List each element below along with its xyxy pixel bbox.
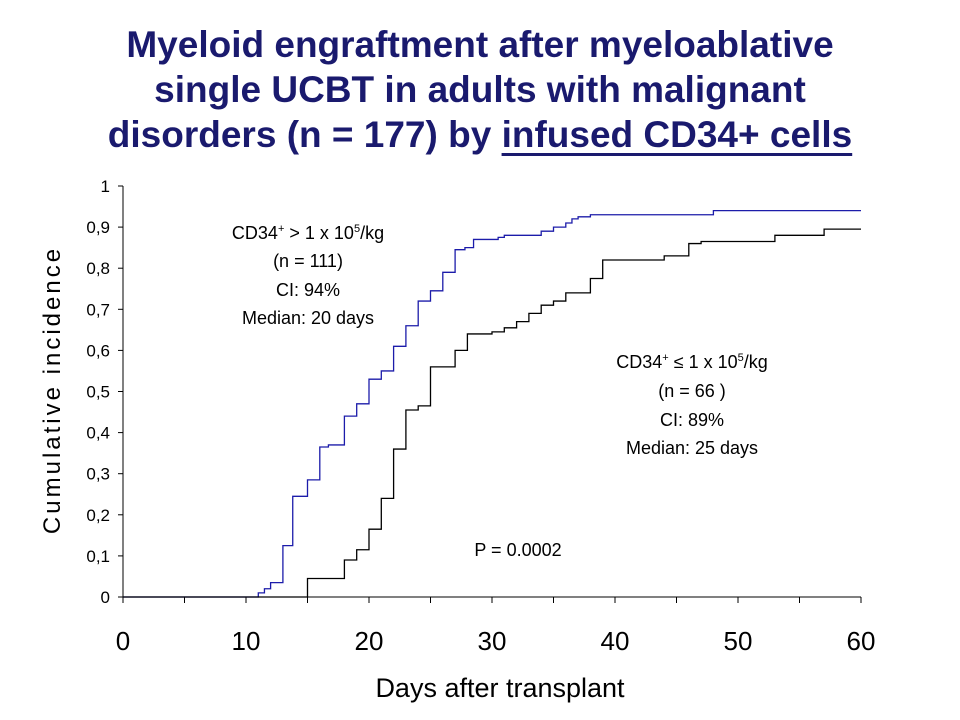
x-tick-label: 40	[601, 626, 630, 656]
title-line-3: disorders (n = 177) by infused CD34+ cel…	[20, 112, 940, 157]
series-line-2	[123, 228, 861, 598]
annotation-low-line-4: Median: 25 days	[626, 438, 758, 458]
annotation-high-line-4: Median: 20 days	[242, 308, 374, 328]
y-tick-label: 0,3	[86, 465, 110, 484]
y-tick-label: 0	[101, 588, 110, 607]
x-axis-label: Days after transplant	[375, 673, 625, 703]
x-tick-label: 10	[232, 626, 261, 656]
chart-title: Myeloid engraftment after myeloablative …	[20, 22, 940, 157]
annotation-low-line-1: CD34+ ≤ 1 x 105/kg	[616, 352, 768, 372]
axes: 00,10,20,30,40,50,60,70,80,910 10 20 30 40 50…	[86, 177, 875, 656]
y-tick-label: 0,4	[86, 424, 110, 443]
title-underlined-text: infused CD34+ cells	[501, 114, 853, 155]
y-tick-label: 0,2	[86, 506, 110, 525]
y-tick-label: 1	[101, 177, 110, 196]
y-tick-label: 0,8	[86, 259, 110, 278]
title-line-3-text: disorders (n = 177) by	[107, 114, 502, 155]
y-tick-label: 0,9	[86, 218, 110, 237]
y-tick-label: 0,1	[86, 547, 110, 566]
annotation-high-line-3: CI: 94%	[276, 280, 340, 300]
title-line-1: Myeloid engraftment after myeloablative	[126, 24, 834, 65]
x-tick-label: 0	[116, 626, 130, 656]
y-tick-label: 0,5	[86, 383, 110, 402]
annotation-low-cd34: CD34+ ≤ 1 x 105/kg (n = 66 ) CI: 89% Med…	[616, 352, 768, 458]
title-line-2: single UCBT in adults with malignant	[154, 69, 806, 110]
y-tick-label: 0,6	[86, 341, 110, 360]
x-tick-label: 20	[355, 626, 384, 656]
y-axis-label: Cumulative incidence	[39, 246, 66, 534]
y-tick-label: 0,7	[86, 300, 110, 319]
x-tick-label: 60	[847, 626, 876, 656]
p-value-annotation: P = 0.0002	[474, 540, 561, 560]
annotation-high-line-1: CD34+ > 1 x 105/kg	[232, 223, 384, 243]
x-tick-label: 30	[478, 626, 507, 656]
x-tick-label: 50	[724, 626, 753, 656]
annotation-low-line-2: (n = 66 )	[658, 381, 726, 401]
annotation-low-line-3: CI: 89%	[660, 410, 724, 430]
annotation-high-cd34: CD34+ > 1 x 105/kg (n = 111) CI: 94% Med…	[232, 223, 384, 328]
annotation-high-line-2: (n = 111)	[273, 251, 343, 271]
series-line-1	[123, 210, 861, 598]
series-layer	[123, 210, 861, 598]
